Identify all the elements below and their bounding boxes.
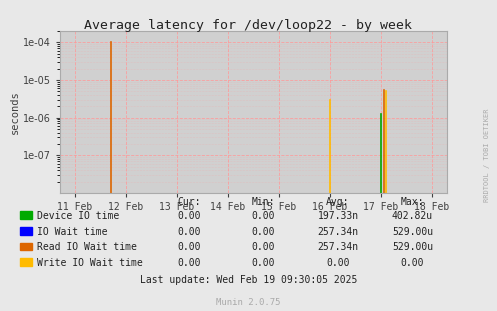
Text: Device IO time: Device IO time <box>37 211 119 221</box>
Text: 0.00: 0.00 <box>401 258 424 268</box>
Text: 402.82u: 402.82u <box>392 211 433 221</box>
Text: 0.00: 0.00 <box>177 258 201 268</box>
Text: Last update: Wed Feb 19 09:30:05 2025: Last update: Wed Feb 19 09:30:05 2025 <box>140 275 357 285</box>
Text: Average latency for /dev/loop22 - by week: Average latency for /dev/loop22 - by wee… <box>84 19 413 32</box>
Text: 529.00u: 529.00u <box>392 242 433 252</box>
Y-axis label: seconds: seconds <box>10 90 20 134</box>
Text: 0.00: 0.00 <box>177 242 201 252</box>
Text: Write IO Wait time: Write IO Wait time <box>37 258 143 268</box>
Text: Avg:: Avg: <box>326 197 350 207</box>
Text: 0.00: 0.00 <box>251 227 275 237</box>
Text: Munin 2.0.75: Munin 2.0.75 <box>216 298 281 307</box>
Text: 0.00: 0.00 <box>177 211 201 221</box>
Text: Min:: Min: <box>251 197 275 207</box>
Text: 0.00: 0.00 <box>251 211 275 221</box>
Text: IO Wait time: IO Wait time <box>37 227 108 237</box>
Text: 0.00: 0.00 <box>251 242 275 252</box>
Text: 197.33n: 197.33n <box>318 211 358 221</box>
Text: 0.00: 0.00 <box>251 258 275 268</box>
Text: Read IO Wait time: Read IO Wait time <box>37 242 137 252</box>
Text: Max:: Max: <box>401 197 424 207</box>
Text: 257.34n: 257.34n <box>318 227 358 237</box>
Text: Cur:: Cur: <box>177 197 201 207</box>
Text: 0.00: 0.00 <box>177 227 201 237</box>
Text: 529.00u: 529.00u <box>392 227 433 237</box>
Text: 0.00: 0.00 <box>326 258 350 268</box>
Text: RRDTOOL / TOBI OETIKER: RRDTOOL / TOBI OETIKER <box>484 109 490 202</box>
Text: 257.34n: 257.34n <box>318 242 358 252</box>
